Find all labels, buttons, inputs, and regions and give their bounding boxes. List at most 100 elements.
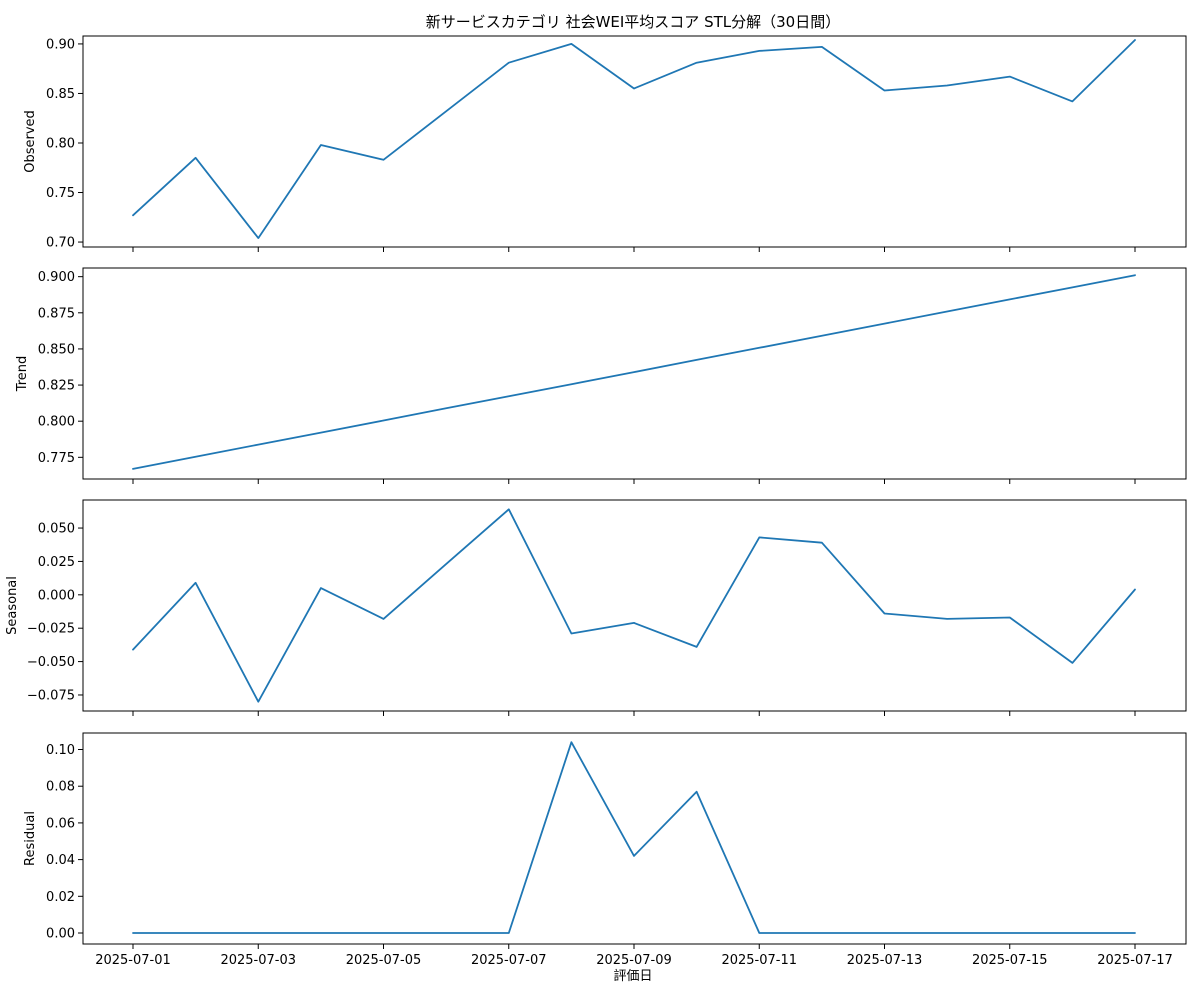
data-point [821, 932, 823, 934]
y-tick-label: 0.050 [38, 522, 75, 537]
data-point [257, 444, 259, 446]
y-axis-label-trend: Trend [15, 356, 30, 393]
data-point [570, 633, 572, 635]
data-point [257, 932, 259, 934]
data-point [195, 582, 197, 584]
data-point [633, 622, 635, 624]
y-tick-label: 0.900 [38, 270, 75, 285]
y-axis-label-residual: Residual [23, 811, 38, 866]
data-point [1134, 39, 1136, 41]
y-tick-label: −0.050 [27, 655, 75, 670]
data-point [1134, 932, 1136, 934]
data-point [884, 932, 886, 934]
data-point [445, 407, 447, 409]
y-tick-label: 0.10 [46, 743, 75, 758]
data-point [257, 237, 259, 239]
data-point [132, 468, 134, 470]
y-tick-label: 0.70 [46, 236, 75, 251]
data-point [633, 371, 635, 373]
data-point [195, 157, 197, 159]
data-point [696, 62, 698, 64]
data-point [696, 359, 698, 361]
y-tick-label: 0.00 [46, 926, 75, 941]
y-tick-label: 0.800 [38, 415, 75, 430]
y-tick-label: 0.04 [46, 853, 75, 868]
data-point [445, 932, 447, 934]
x-tick-label: 2025-07-13 [847, 953, 923, 968]
panels-container: 0.700.750.800.850.90Observed0.7750.8000.… [5, 35, 1187, 968]
y-tick-label: 0.08 [46, 780, 75, 795]
data-point [445, 110, 447, 112]
data-point [1134, 274, 1136, 276]
data-point [1009, 298, 1011, 300]
y-tick-label: 0.025 [38, 555, 75, 570]
series-line-residual [132, 741, 1136, 934]
y-tick-label: 0.825 [38, 379, 75, 394]
data-point [320, 432, 322, 434]
y-tick-label: −0.075 [27, 688, 75, 703]
data-point [821, 46, 823, 48]
x-tick-label: 2025-07-03 [220, 953, 296, 968]
chart-title: 新サービスカテゴリ 社会WEI平均スコア STL分解（30日間） [426, 13, 840, 31]
data-point [884, 89, 886, 91]
data-point [1009, 617, 1011, 619]
data-point [946, 618, 948, 620]
data-point [1009, 932, 1011, 934]
y-tick-label: 0.75 [46, 186, 75, 201]
y-tick-label: 0.80 [46, 136, 75, 151]
data-point [570, 383, 572, 385]
data-point [508, 508, 510, 510]
x-tick-label: 2025-07-05 [346, 953, 422, 968]
data-point [132, 214, 134, 216]
x-tick-label: 2025-07-11 [721, 953, 797, 968]
y-tick-label: 0.850 [38, 342, 75, 357]
data-point [320, 932, 322, 934]
data-point [1071, 932, 1073, 934]
panel-residual: 0.00 0.02 0.04 0.06 0.08 0.10 2025-07-01 2025-0… [23, 732, 1187, 968]
data-point [383, 932, 385, 934]
panel-seasonal: −0.075 −0.050 −0.025 0.000 0.025 0.050 Seasona… [5, 499, 1187, 716]
data-point [1071, 286, 1073, 288]
data-point [1009, 76, 1011, 78]
data-point [758, 347, 760, 349]
y-axis-label-observed: Observed [23, 110, 38, 173]
panel-trend: 0.775 0.800 0.825 0.850 0.875 0.900 Trend [15, 267, 1187, 484]
data-point [132, 649, 134, 651]
x-axis-label: 評価日 [613, 969, 652, 984]
panel-observed: 0.70 0.75 0.80 0.85 0.90 Observed [23, 35, 1187, 252]
data-point [1134, 588, 1136, 590]
data-point [383, 159, 385, 161]
y-tick-label: 0.875 [38, 306, 75, 321]
data-point [884, 613, 886, 615]
y-tick-label: 0.90 [46, 37, 75, 52]
x-tick-label: 2025-07-09 [596, 953, 672, 968]
data-point [946, 85, 948, 87]
y-tick-label: 0.02 [46, 890, 75, 905]
y-tick-label: 0.000 [38, 588, 75, 603]
data-point [320, 587, 322, 589]
data-point [758, 50, 760, 52]
data-point [633, 88, 635, 90]
data-point [195, 456, 197, 458]
data-point [508, 395, 510, 397]
y-tick-label: 0.85 [46, 87, 75, 102]
x-tick-label: 2025-07-07 [471, 953, 547, 968]
series-line-seasonal [132, 508, 1136, 703]
y-axis-label-seasonal: Seasonal [5, 576, 20, 635]
data-point [257, 701, 259, 703]
data-point [383, 618, 385, 620]
data-point [758, 932, 760, 934]
data-point [383, 419, 385, 421]
data-point [508, 62, 510, 64]
data-point [508, 932, 510, 934]
series-line-observed [132, 39, 1136, 240]
data-point [633, 855, 635, 857]
data-point [946, 311, 948, 313]
y-tick-label: 0.775 [38, 451, 75, 466]
data-point [132, 932, 134, 934]
y-tick-label: 0.06 [46, 816, 75, 831]
data-point [821, 542, 823, 544]
data-point [696, 646, 698, 648]
y-tick-label: −0.025 [27, 622, 75, 637]
